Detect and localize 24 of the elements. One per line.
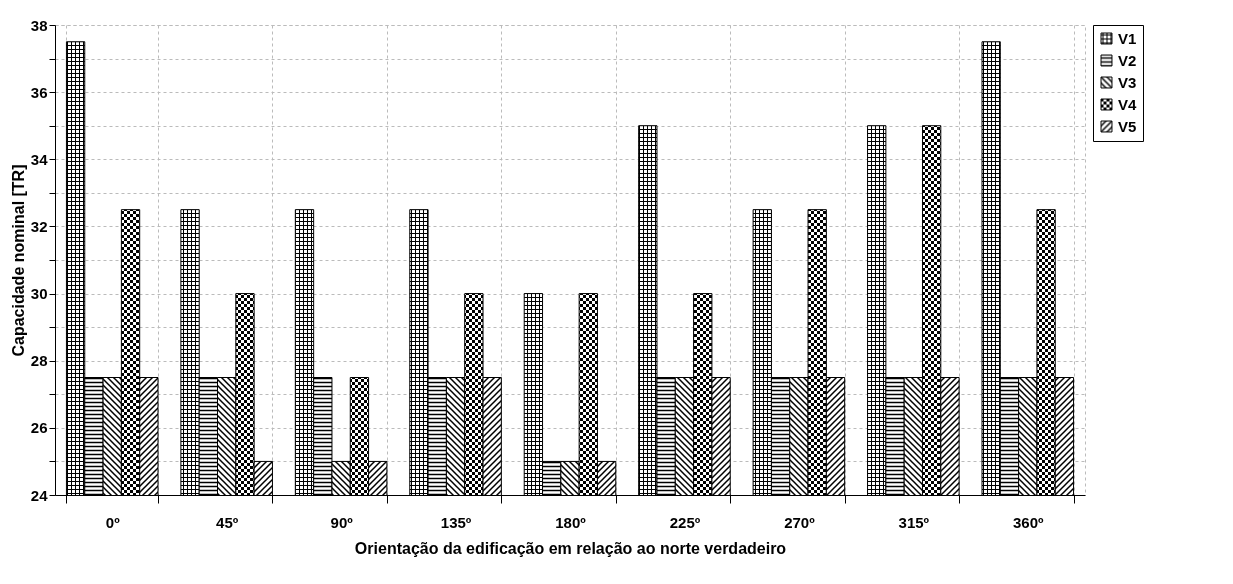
y-tick-label: 36 xyxy=(30,83,48,101)
x-tick-label: 225º xyxy=(669,513,701,531)
legend-label: V2 xyxy=(1118,51,1137,69)
y-tick-label: 34 xyxy=(30,150,49,168)
x-tick-label: 90º xyxy=(330,513,354,531)
legend-label: V3 xyxy=(1118,73,1137,91)
x-tick-label: 270º xyxy=(784,513,816,531)
y-tick-label: 30 xyxy=(30,285,48,303)
y-tick-label: 28 xyxy=(30,352,48,370)
y-tick-label: 26 xyxy=(30,419,48,437)
legend-label: V5 xyxy=(1118,117,1137,135)
x-tick-label: 45º xyxy=(216,513,239,531)
legend-label: V4 xyxy=(1118,95,1137,113)
y-axis-title: Capacidade nominal [TR] xyxy=(9,164,27,357)
x-tick-label: 315º xyxy=(898,513,930,531)
y-tick-label: 24 xyxy=(30,486,49,504)
x-tick-label: 360º xyxy=(1013,513,1045,531)
x-tick-label: 180º xyxy=(555,513,587,531)
y-tick-label: 38 xyxy=(30,16,48,34)
x-tick-label: 0º xyxy=(105,513,121,531)
y-tick-label: 32 xyxy=(30,217,48,235)
x-axis-title: Orientação da edificação em relação ao norte verdadeiro xyxy=(354,539,787,557)
x-tick-label: 135º xyxy=(440,513,472,531)
legend-label: V1 xyxy=(1118,29,1137,47)
